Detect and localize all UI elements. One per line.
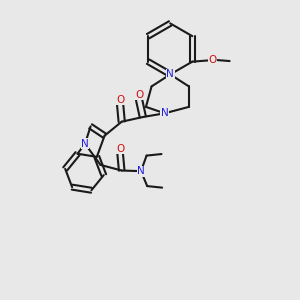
Text: N: N	[137, 166, 145, 176]
Text: O: O	[208, 55, 217, 65]
Text: N: N	[81, 139, 89, 149]
Text: N: N	[166, 69, 174, 80]
Text: O: O	[116, 144, 124, 154]
Text: O: O	[135, 90, 143, 100]
Text: N: N	[161, 108, 169, 118]
Text: O: O	[116, 94, 124, 105]
